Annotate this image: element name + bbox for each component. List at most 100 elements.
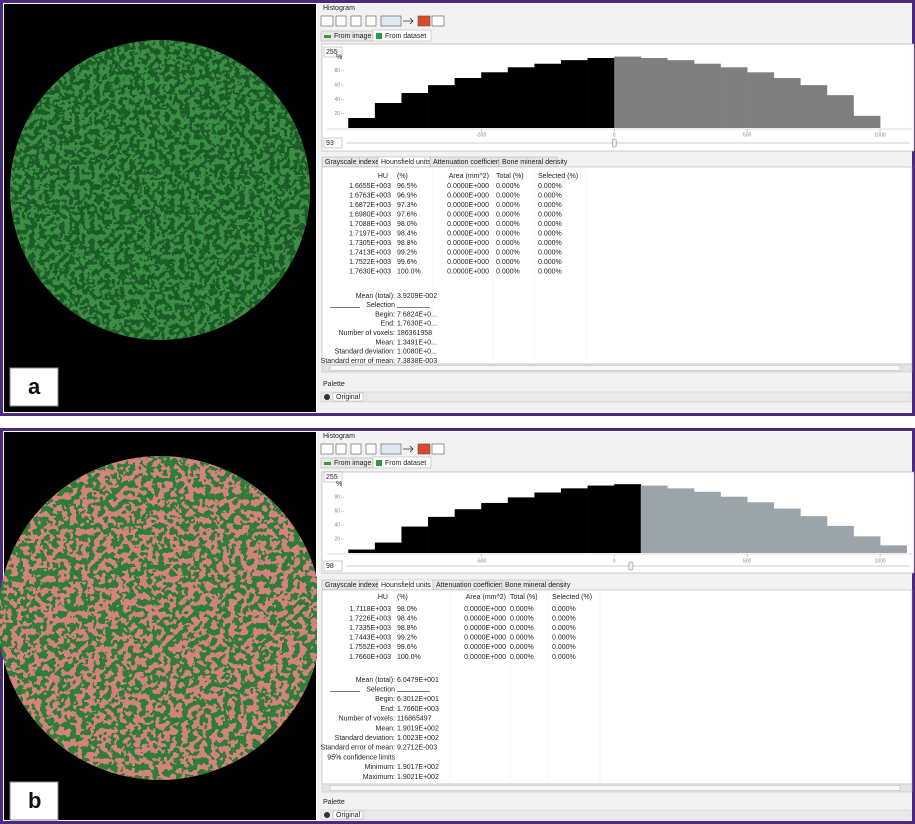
histogram-bar [800,516,827,553]
histogram-bar [774,509,801,553]
table-cell: 0.000% [552,654,576,661]
table-cell: 0.000% [538,240,562,247]
table-cell: 0.0000E+000 [464,654,506,661]
table-cell: 0.0000E+000 [464,644,506,651]
stat-value: 1.7630E+0... [397,321,437,328]
table-cell: 1.7522E+003 [349,259,391,266]
stat-value: 186361958 [397,330,432,337]
stat-label: Number of voxels: [339,330,395,337]
palette-row [321,810,911,820]
stat-label: Selection [366,302,395,309]
stat-value: 1.9017E+002 [397,764,439,771]
table-cell: 98.8% [397,625,417,632]
table-cell: 0.000% [552,635,576,642]
table-cell: 0.0000E+000 [447,183,489,190]
toolbar-button [418,16,430,26]
histogram-bar [508,497,535,553]
histogram-bar [721,67,748,128]
table-cell: 0.0000E+000 [464,606,506,613]
histogram-bar [428,85,455,128]
stat-label: Number of voxels: [339,716,395,723]
toolbar-button [366,444,376,454]
stat-value: 7.6824E+0... [397,311,437,318]
unit-tab-label: Bone mineral density [505,582,571,589]
stat-label: Standard deviation: [335,735,395,742]
table-header: (%) [397,173,408,180]
stat-value: 9.2712E-003 [397,745,437,752]
histogram-bar [401,93,428,128]
table-cell: 0.0000E+000 [447,202,489,209]
palette-item: Original [336,394,361,401]
y-tick-label: 40 [334,523,340,529]
histogram-bar [401,527,428,553]
table-header: Area (mm^2) [466,594,506,601]
table-cell: 1.7197E+003 [349,230,391,237]
table-cell: 1.7630E+003 [349,268,391,275]
scan-texture [0,456,322,780]
stat-value: 116865497 [397,716,432,723]
toolbar-button [418,444,430,454]
stat-label: Mean (total): [356,293,395,300]
table-cell: 1.7443E+003 [349,635,391,642]
stat-value: 1.7660E+003 [397,706,439,713]
panel-label: b [28,788,41,813]
table-cell: 97.6% [397,211,417,218]
histogram-bar [534,64,561,128]
table-cell: 0.0000E+000 [447,230,489,237]
histogram-bar [428,517,455,553]
histogram-bar [614,484,641,553]
toolbar-button [351,16,361,26]
screen: aHistogramFrom imageFrom dataset25593%20… [0,0,915,824]
toolbar-button [321,16,333,26]
x-tick-label: -500 [476,132,486,138]
table-header: Total (%) [496,173,524,180]
histogram-bar [561,60,588,128]
scan-image [10,40,310,340]
toolbar-button [381,16,401,26]
toolbar-button [432,16,444,26]
histogram-bar [854,536,881,553]
histogram-bar [375,103,402,128]
x-tick-label: -500 [476,558,486,564]
x-tick-label: 500 [743,558,752,564]
source-tab-label: From image [334,33,371,40]
stat-label: End: [381,321,395,328]
table-header: Selected (%) [538,173,578,180]
histogram-bar [721,497,748,553]
table-cell: 1.7226E+003 [349,615,391,622]
table-header: HU [378,594,388,601]
table-cell: 0.000% [496,183,520,190]
table-cell: 0.000% [510,625,534,632]
table-cell: 0.000% [552,606,576,613]
histogram-bar [561,488,588,553]
histogram-bar [348,550,375,553]
histogram-bar [641,58,668,128]
scrollbar-thumb [330,786,900,791]
table-header: HU [378,173,388,180]
table-cell: 1.7118E+003 [350,606,391,613]
histogram-bar [455,78,482,128]
y-tick-label: 60 [334,509,340,515]
slider-thumb [629,562,633,570]
panel-label: a [28,374,41,399]
histogram-bar [827,95,854,128]
table-cell: 98.0% [397,221,417,228]
table-cell: 1.6763E+003 [349,192,391,199]
unit-tab-label: Attenuation coefficient [436,582,505,589]
table-cell: 96.9% [397,192,417,199]
y-axis-label: % [336,481,342,488]
x-tick-label: 500 [743,132,752,138]
stat-value: 6.3012E+001 [397,696,439,703]
x-tick-label: 1000 [875,132,886,138]
table-cell: 98.4% [397,230,417,237]
x-tick-label: 0 [613,132,616,138]
table-cell: 0.0000E+000 [447,249,489,256]
bottom-value: 93 [326,140,334,147]
x-tick-label: 1000 [875,558,886,564]
stat-label: Mean: [376,725,396,732]
stat-value: 1.9019E+002 [397,725,439,732]
table-cell: 0.000% [538,249,562,256]
histogram-bar [774,78,801,128]
histogram-bar [641,486,668,553]
stat-value: 3.9209E-002 [397,293,437,300]
